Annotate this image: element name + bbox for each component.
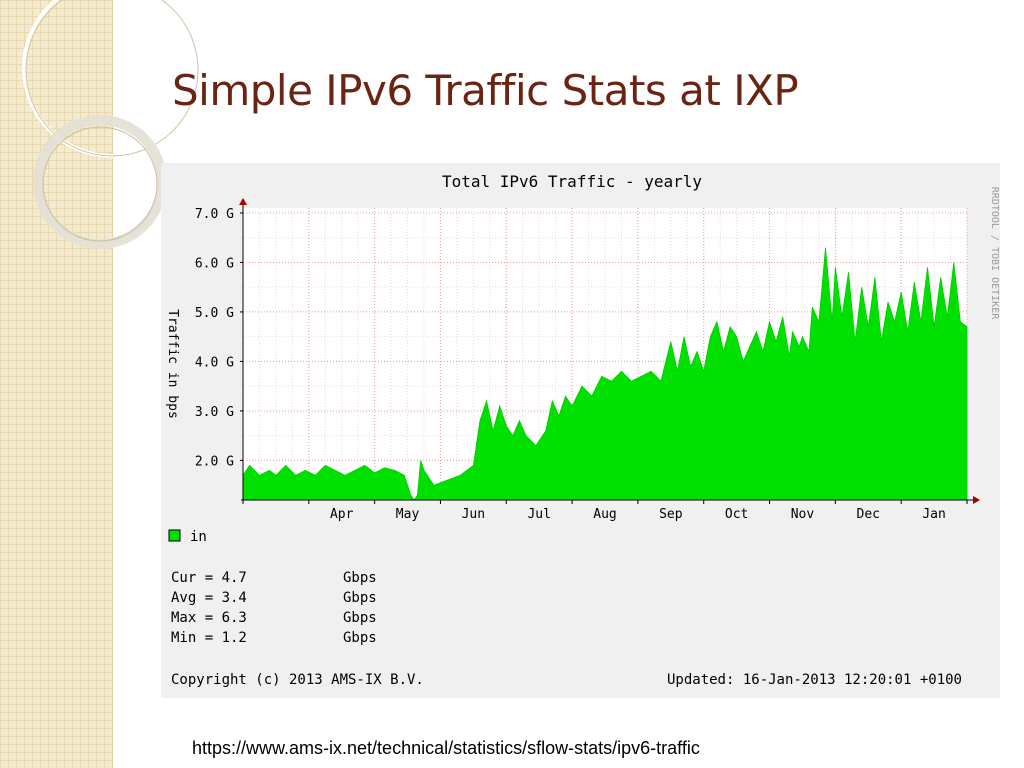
updated-text: Updated: 16-Jan-2013 12:20:01 +0100 — [667, 672, 962, 688]
y-tick-label: 3.0 G — [195, 405, 234, 420]
stat-avg: Avg = 3.4 — [171, 590, 247, 606]
series-in-area — [242, 247, 968, 501]
x-tick-label: Nov — [791, 507, 815, 522]
chart-title: Total IPv6 Traffic - yearly — [442, 172, 702, 191]
stat-min-unit: Gbps — [343, 630, 377, 646]
x-axis-arrow — [973, 496, 980, 504]
ring-large-shadow — [25, 0, 199, 157]
copyright-text: Copyright (c) 2013 AMS-IX B.V. — [171, 672, 424, 688]
y-tick-label: 7.0 G — [195, 207, 234, 222]
x-tick-label: Jan — [922, 507, 945, 522]
y-tick-label: 6.0 G — [195, 256, 234, 271]
y-axis-ticks: 2.0 G 3.0 G 4.0 G 5.0 G 6.0 G 7.0 G — [195, 207, 243, 469]
stat-avg-unit: Gbps — [343, 590, 377, 606]
y-tick-label: 5.0 G — [195, 306, 234, 321]
y-axis-arrow — [239, 198, 247, 205]
stat-cur: Cur = 4.7 — [171, 570, 247, 586]
slide-title: Simple IPv6 Traffic Stats at IXP — [172, 66, 799, 115]
stat-min: Min = 1.2 — [171, 630, 247, 646]
x-tick-label: Apr — [330, 507, 354, 522]
x-tick-label: Jun — [462, 507, 485, 522]
x-tick-label: Sep — [659, 507, 683, 522]
stat-max-unit: Gbps — [343, 610, 377, 626]
traffic-chart: Total IPv6 Traffic - yearly Traffic in b… — [165, 172, 1000, 688]
x-tick-label: Dec — [857, 507, 880, 522]
legend-swatch-in — [168, 529, 181, 542]
y-tick-label: 4.0 G — [195, 355, 234, 370]
y-axis-label: Traffic in bps — [165, 309, 180, 419]
ring-small — [33, 115, 167, 249]
decorative-sidebar — [0, 0, 113, 768]
x-tick-label: Jul — [527, 507, 550, 522]
stat-max: Max = 6.3 — [171, 610, 247, 626]
legend-label-in: in — [190, 529, 207, 545]
ring-small-shadow — [42, 126, 158, 242]
source-url-link[interactable]: https://www.ams-ix.net/technical/statist… — [192, 738, 700, 758]
rrdtool-credit: RRDTOOL / TOBI OETIKER — [989, 187, 1000, 320]
x-tick-label: May — [396, 507, 420, 522]
stat-cur-unit: Gbps — [343, 570, 377, 586]
x-axis-ticks: Apr May Jun Jul Aug Sep Oct Nov Dec Jan — [242, 500, 968, 522]
y-tick-label: 2.0 G — [195, 454, 234, 469]
x-tick-label: Oct — [725, 507, 748, 522]
x-tick-label: Aug — [593, 507, 616, 522]
chart-panel: Total IPv6 Traffic - yearly Traffic in b… — [161, 163, 1000, 698]
